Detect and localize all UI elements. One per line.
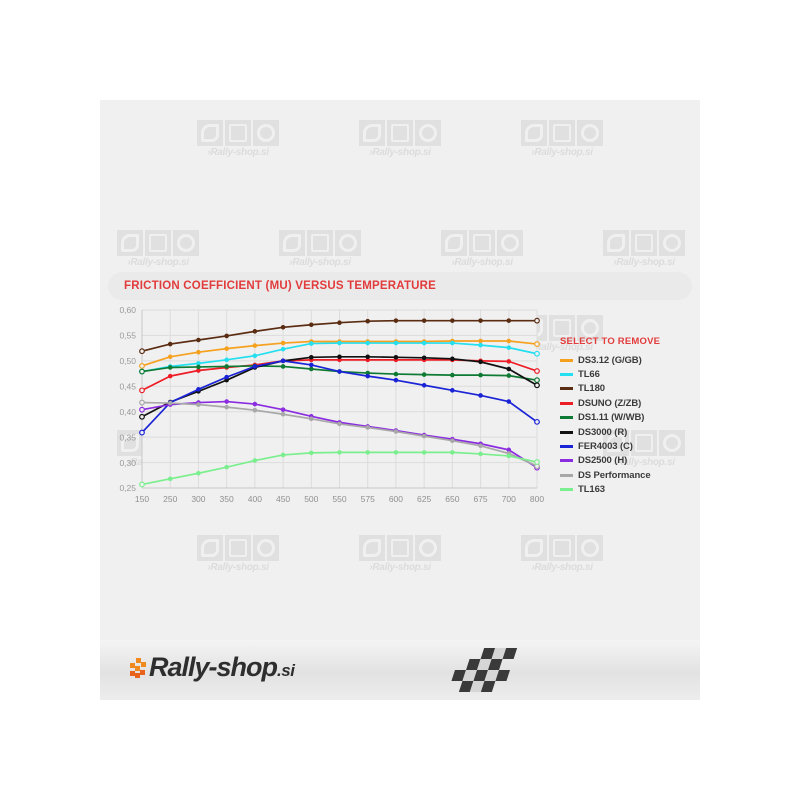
legend-item-label: TL66 [578, 369, 600, 381]
legend-item-label: TL163 [578, 484, 605, 496]
x-axis-tick-label: 400 [248, 494, 262, 504]
legend-color-swatch [560, 416, 573, 420]
x-axis-tick-label: 500 [304, 494, 318, 504]
series-tl180 [139, 317, 540, 355]
legend-item-label: DS2500 (H) [578, 455, 628, 467]
watermark-logo: ›Rally-shop.si [350, 120, 450, 168]
watermark-logo: ›Rally-shop.si [270, 230, 370, 278]
y-axis-tick-label: 0,55 [119, 331, 136, 341]
legend-item-fer4003-c[interactable]: FER4003 (C) [560, 439, 692, 453]
x-axis-tick-label: 550 [332, 494, 346, 504]
legend-item-ds3-12-g-gb[interactable]: DS3.12 (G/GB) [560, 353, 692, 367]
legend-item-ds3000-r[interactable]: DS3000 (R) [560, 425, 692, 439]
watermark-logo: ›Rally-shop.si [350, 535, 450, 583]
footer-logo-bar: Rally-shop .si [100, 640, 700, 700]
legend-color-swatch [560, 401, 573, 405]
x-axis-tick-label: 575 [361, 494, 375, 504]
logo-wordmark: Rally-shop [149, 652, 278, 682]
plot-area: 0,25 0,30 0,35 0,40 0,45 0,50 0,55 0,60 150 250 30… [108, 306, 692, 531]
x-axis-tick-label: 600 [389, 494, 403, 504]
y-axis-tick-label: 0,40 [119, 407, 136, 417]
legend-color-swatch [560, 358, 573, 362]
watermark-logo: ›Rally-shop.si [512, 535, 612, 583]
series-ds-performance [139, 399, 540, 470]
legend-color-swatch [560, 488, 573, 492]
y-axis-tick-label: 0,60 [119, 306, 136, 315]
pixel-blocks-icon [130, 657, 147, 678]
legend-color-swatch [560, 473, 573, 477]
legend-item-label: DSUNO (Z/ZB) [578, 397, 642, 409]
watermark-logo: ›Rally-shop.si [188, 120, 288, 168]
watermark-logo: ›Rally-shop.si [512, 120, 612, 168]
legend: SELECT TO REMOVE DS3.12 (G/GB) TL66 TL180 D… [560, 336, 692, 497]
x-axis-tick-label: 625 [417, 494, 431, 504]
legend-title: SELECT TO REMOVE [560, 336, 661, 347]
legend-item-label: DS3.12 (G/GB) [578, 354, 642, 366]
legend-item-ds2500-h[interactable]: DS2500 (H) [560, 454, 692, 468]
page-title: FRICTION COEFFICIENT (MU) VERSUS TEMPERA… [124, 280, 437, 292]
y-axis-tick-label: 0,50 [119, 356, 136, 366]
legend-item-tl66[interactable]: TL66 [560, 367, 692, 381]
y-axis-tick-label: 0,30 [119, 458, 136, 468]
x-axis-tick-label: 300 [191, 494, 205, 504]
legend-item-dsuno-z-zb[interactable]: DSUNO (Z/ZB) [560, 396, 692, 410]
x-axis-tick-label: 650 [445, 494, 459, 504]
legend-color-swatch [560, 459, 573, 463]
y-axis-tick-label: 0,25 [119, 483, 136, 493]
x-axis-tick-label: 250 [163, 494, 177, 504]
legend-item-label: DS Performance [578, 469, 651, 481]
chart-card: FRICTION COEFFICIENT (MU) VERSUS TEMPERA… [108, 272, 692, 534]
legend-item-tl180[interactable]: TL180 [560, 382, 692, 396]
checkered-flag-icon [448, 648, 532, 692]
watermark-logo: ›Rally-shop.si [594, 230, 694, 278]
friction-line-chart: 0,25 0,30 0,35 0,40 0,45 0,50 0,55 0,60 150 250 30… [119, 306, 544, 504]
legend-item-label: DS1.11 (W/WB) [578, 412, 645, 424]
y-axis-tick-label: 0,35 [119, 432, 136, 442]
x-axis-tick-label: 800 [530, 494, 544, 504]
legend-color-swatch [560, 373, 573, 377]
series-tl66 [139, 340, 540, 375]
legend-color-swatch [560, 445, 573, 449]
watermark-logo: ›Rally-shop.si [108, 230, 208, 278]
x-axis-tick-label: 150 [135, 494, 149, 504]
x-axis-tick-label: 700 [502, 494, 516, 504]
legend-color-swatch [560, 387, 573, 391]
x-axis-tick-label: 350 [220, 494, 234, 504]
x-axis-tick-label: 675 [473, 494, 487, 504]
legend-item-ds1-11-w-wb[interactable]: DS1.11 (W/WB) [560, 411, 692, 425]
watermark-logo: ›Rally-shop.si [432, 230, 532, 278]
x-axis-tick-label: 450 [276, 494, 290, 504]
chart-title-bar: FRICTION COEFFICIENT (MU) VERSUS TEMPERA… [108, 272, 692, 300]
watermark-logo: ›Rally-shop.si [188, 535, 288, 583]
y-axis-tick-label: 0,45 [119, 381, 136, 391]
legend-item-label: FER4003 (C) [578, 441, 633, 453]
legend-item-list: DS3.12 (G/GB) TL66 TL180 DSUNO (Z/ZB) DS1.11… [560, 353, 692, 497]
legend-item-label: TL180 [578, 383, 605, 395]
rally-shop-logo: Rally-shop .si [130, 652, 295, 683]
legend-item-ds-performance[interactable]: DS Performance [560, 468, 692, 482]
legend-item-tl163[interactable]: TL163 [560, 483, 692, 497]
logo-tld: .si [277, 661, 295, 680]
series-tl163 [139, 450, 540, 488]
legend-color-swatch [560, 430, 573, 434]
legend-item-label: DS3000 (R) [578, 426, 628, 438]
